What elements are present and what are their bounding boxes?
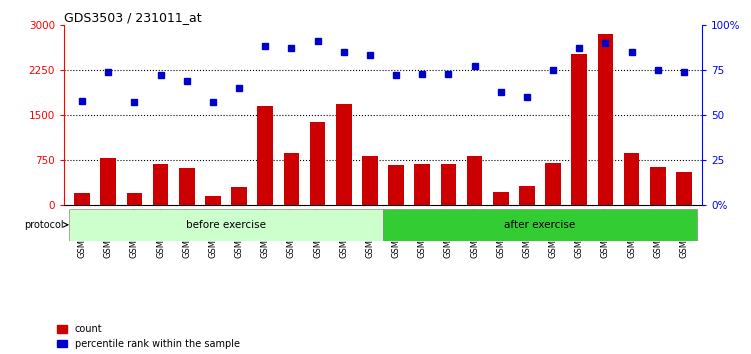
Bar	[383, 209, 697, 241]
Bar	[493, 192, 508, 205]
Bar	[284, 153, 300, 205]
Bar	[441, 164, 457, 205]
Bar	[74, 193, 90, 205]
Bar	[69, 209, 383, 241]
Bar	[231, 187, 247, 205]
Bar	[623, 153, 639, 205]
Bar	[598, 34, 614, 205]
Bar	[309, 122, 325, 205]
Bar	[415, 164, 430, 205]
Bar	[336, 104, 351, 205]
Legend: count, percentile rank within the sample: count, percentile rank within the sample	[57, 324, 240, 349]
Bar	[388, 165, 404, 205]
Bar	[676, 172, 692, 205]
Bar	[179, 168, 195, 205]
Bar	[466, 156, 482, 205]
Bar	[258, 106, 273, 205]
Bar	[101, 158, 116, 205]
Bar	[572, 54, 587, 205]
Bar	[545, 162, 561, 205]
Bar	[127, 193, 143, 205]
Text: before exercise: before exercise	[186, 220, 266, 230]
Bar	[650, 167, 665, 205]
Text: GDS3503 / 231011_at: GDS3503 / 231011_at	[64, 11, 201, 24]
Bar	[152, 164, 168, 205]
Bar	[362, 156, 378, 205]
Bar	[205, 196, 221, 205]
Text: after exercise: after exercise	[505, 220, 575, 230]
Bar	[519, 186, 535, 205]
Text: protocol: protocol	[24, 220, 68, 230]
